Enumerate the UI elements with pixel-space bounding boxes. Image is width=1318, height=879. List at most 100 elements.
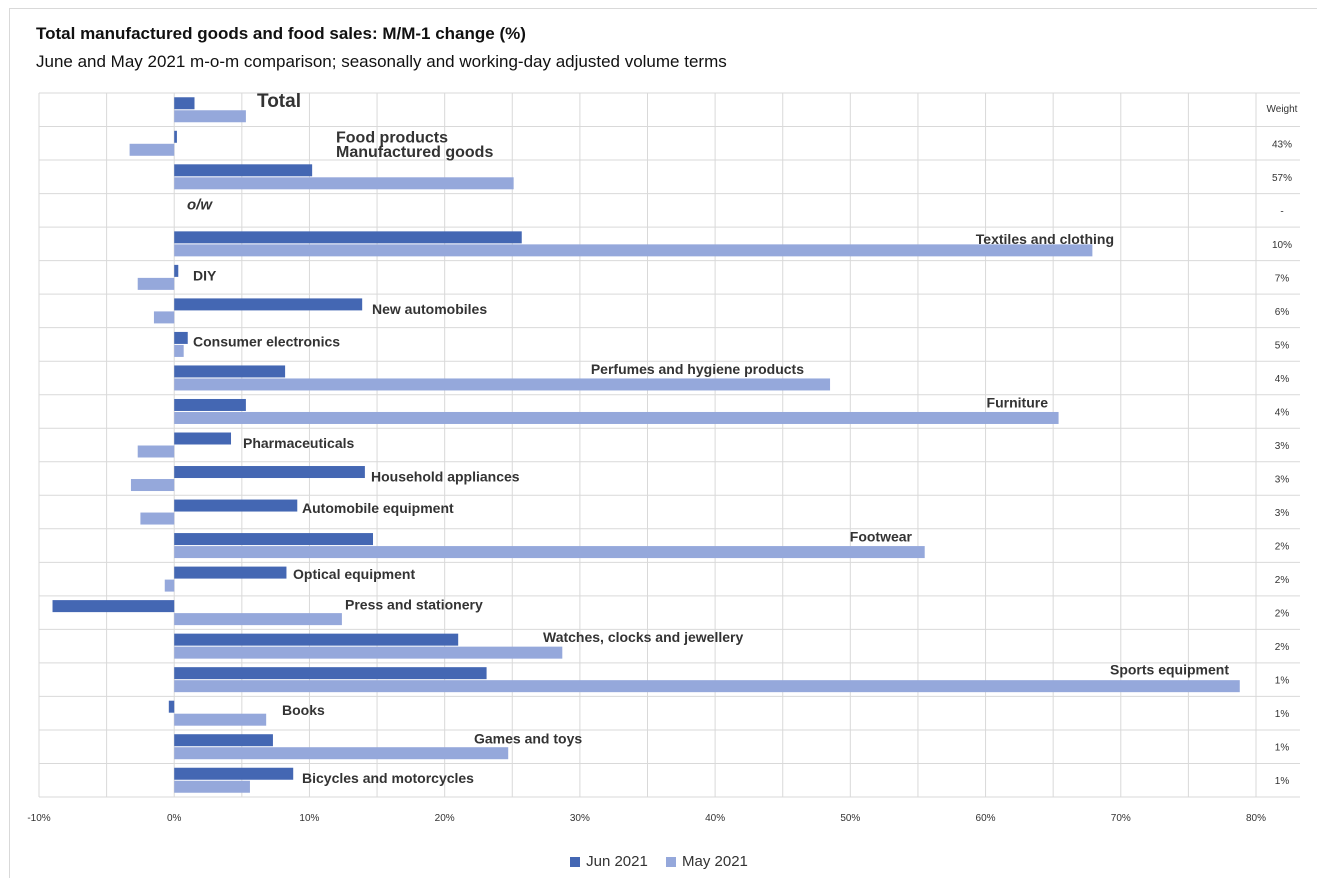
bar-jun: [52, 600, 175, 613]
bar-may: [174, 546, 925, 559]
bar-jun: [174, 97, 195, 110]
weight-label: 57%: [1272, 173, 1292, 184]
weight-label: 6%: [1275, 307, 1290, 318]
category-label: Sports equipment: [1110, 662, 1229, 678]
bar-may: [174, 747, 509, 760]
bar-jun: [174, 566, 287, 579]
x-tick-label: 80%: [1246, 813, 1266, 824]
bar-may: [137, 445, 175, 458]
bar-may: [174, 344, 184, 357]
category-label: Press and stationery: [345, 597, 483, 613]
x-tick-label: 50%: [840, 813, 860, 824]
weight-label: 1%: [1275, 676, 1290, 687]
legend-item-jun[interactable]: Jun 2021: [570, 853, 648, 870]
category-label: Watches, clocks and jewellery: [543, 629, 743, 645]
bar-jun: [168, 700, 175, 713]
bar-may: [174, 780, 250, 793]
bar-jun: [174, 633, 459, 646]
category-label: Household appliances: [371, 469, 520, 485]
bar-jun: [174, 767, 294, 780]
bar-jun: [174, 499, 298, 512]
x-tick-label: 0%: [167, 813, 182, 824]
legend-item-may[interactable]: May 2021: [666, 853, 748, 870]
bar-jun: [174, 298, 363, 311]
chart-title: Total manufactured goods and food sales:…: [36, 24, 526, 43]
weight-label: 4%: [1275, 407, 1290, 418]
weight-label: 3%: [1275, 508, 1290, 519]
bar-jun: [174, 432, 232, 445]
bar-jun: [174, 734, 273, 747]
weight-label: -: [1280, 206, 1283, 217]
bar-jun: [174, 264, 179, 277]
category-label: Total: [257, 91, 301, 112]
category-label: Manufactured goods: [336, 144, 493, 161]
x-tick-label: 60%: [976, 813, 996, 824]
bar-jun: [174, 331, 188, 344]
x-tick-label: 40%: [705, 813, 725, 824]
weight-label: 5%: [1275, 340, 1290, 351]
bar-may: [174, 244, 1093, 257]
weight-header: Weight: [1267, 104, 1298, 115]
x-tick-label: 10%: [299, 813, 319, 824]
bar-jun: [174, 398, 246, 411]
bar-may: [174, 613, 342, 626]
category-label: Food products: [336, 129, 448, 146]
weight-label: 7%: [1275, 273, 1290, 284]
bar-jun: [174, 533, 373, 546]
bar-may: [174, 713, 267, 726]
bar-may: [129, 143, 175, 156]
bar-may: [137, 277, 175, 290]
chart-legend: Jun 2021 May 2021: [0, 853, 1318, 871]
weight-label: 4%: [1275, 374, 1290, 385]
x-tick-label: 20%: [435, 813, 455, 824]
x-tick-label: 70%: [1111, 813, 1131, 824]
bar-may: [174, 110, 246, 123]
bar-jun: [174, 130, 177, 143]
bar-jun: [174, 231, 522, 244]
legend-swatch-jun: [570, 856, 581, 867]
category-label: Perfumes and hygiene products: [591, 361, 804, 377]
bar-may: [174, 411, 1059, 424]
chart-frame: [9, 8, 1317, 878]
weight-label: 2%: [1275, 642, 1290, 653]
category-label: Books: [282, 702, 325, 718]
bar-jun: [174, 365, 286, 378]
weight-label: 3%: [1275, 475, 1290, 486]
category-label: Pharmaceuticals: [243, 435, 354, 451]
category-label: Consumer electronics: [193, 333, 340, 349]
bar-jun: [174, 667, 487, 680]
chart-subtitle: June and May 2021 m-o-m comparison; seas…: [36, 52, 727, 71]
legend-label-jun: Jun 2021: [586, 853, 648, 870]
bar-jun: [174, 466, 365, 479]
bar-may: [174, 680, 1240, 693]
bar-may: [164, 579, 175, 592]
category-label: Textiles and clothing: [976, 231, 1114, 247]
bar-may: [130, 479, 175, 492]
weight-label: 43%: [1272, 139, 1292, 150]
weight-label: 1%: [1275, 709, 1290, 720]
category-label: Games and toys: [474, 731, 582, 747]
category-label: New automobiles: [372, 301, 487, 317]
bar-may: [174, 378, 831, 391]
weight-label: 2%: [1275, 609, 1290, 620]
category-label: Automobile equipment: [302, 500, 454, 516]
weight-label: 3%: [1275, 441, 1290, 452]
bar-jun: [174, 164, 313, 177]
category-label: Optical equipment: [293, 566, 415, 582]
weight-label: 10%: [1272, 240, 1292, 251]
weight-label: 2%: [1275, 575, 1290, 586]
category-label: DIY: [193, 267, 217, 283]
x-tick-label: 30%: [570, 813, 590, 824]
bar-may: [174, 177, 514, 190]
legend-label-may: May 2021: [682, 853, 748, 870]
bar-may: [174, 646, 563, 659]
legend-swatch-may: [666, 856, 677, 867]
x-tick-label: -10%: [27, 813, 50, 824]
bar-may: [153, 311, 175, 324]
bar-may: [140, 512, 175, 525]
weight-label: 1%: [1275, 743, 1290, 754]
category-label: Furniture: [987, 394, 1049, 410]
category-label: Footwear: [850, 529, 913, 545]
weight-label: 1%: [1275, 776, 1290, 787]
weight-label: 2%: [1275, 542, 1290, 553]
